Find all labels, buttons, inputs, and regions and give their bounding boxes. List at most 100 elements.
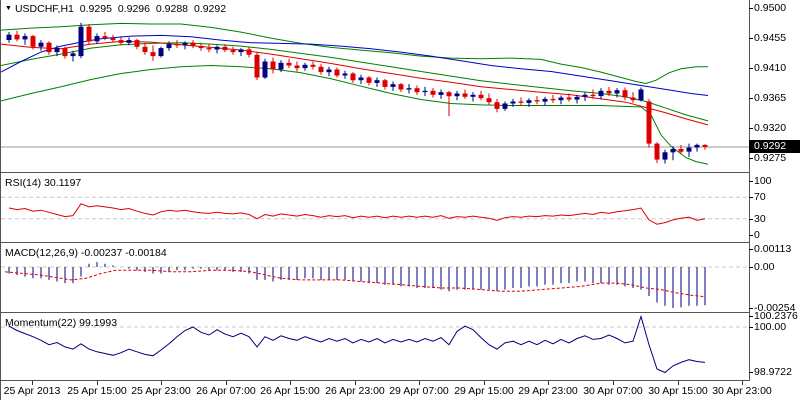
y-axis-label: 100.00 — [754, 321, 787, 333]
time-axis-label: 30 Apr 15:00 — [648, 385, 708, 397]
axis-tick — [749, 197, 753, 198]
axis-tick — [749, 267, 753, 268]
time-axis-label: 26 Apr 23:00 — [325, 385, 385, 397]
y-axis-label: 0.9275 — [754, 152, 787, 164]
candle-body — [358, 77, 364, 81]
y-axis-label: 0.9320 — [754, 122, 787, 134]
macd-panel[interactable] — [1, 243, 749, 313]
axis-tick — [749, 235, 753, 236]
candle-body — [70, 53, 76, 57]
candle-body — [102, 36, 108, 39]
macd-signal-line — [4, 269, 706, 298]
time-axis-label: 29 Apr 07:00 — [389, 385, 449, 397]
candle-body — [350, 73, 356, 81]
y-axis-label: 30 — [754, 213, 766, 225]
candle-body — [662, 152, 668, 160]
candle-body — [30, 36, 36, 47]
rsi-line — [8, 203, 706, 225]
candle-body — [502, 103, 508, 109]
candle-body — [78, 26, 84, 57]
candle-body — [510, 101, 516, 104]
candle-body — [654, 143, 660, 160]
candle-body — [390, 84, 396, 87]
candle-body — [630, 97, 636, 101]
axis-tick — [749, 372, 753, 373]
time-axis-label: 26 Apr 07:00 — [196, 385, 256, 397]
candle-body — [94, 36, 100, 42]
time-axis-tick — [613, 381, 614, 385]
candle-body — [606, 90, 612, 94]
candle-body — [486, 98, 492, 103]
axis-tick — [749, 128, 753, 129]
price-axis-border — [749, 0, 750, 381]
candle-body — [270, 61, 276, 70]
time-axis-label: 29 Apr 23:00 — [518, 385, 578, 397]
momentum-line — [8, 314, 706, 374]
bollinger-middle-line — [1, 42, 709, 122]
time-axis-tick — [32, 381, 33, 385]
candle-body — [374, 80, 380, 83]
candle-body — [590, 94, 596, 97]
candle-body — [694, 144, 700, 148]
candle-body — [550, 98, 556, 101]
candle-body — [334, 69, 340, 76]
time-axis-label: 30 Apr 23:00 — [712, 385, 772, 397]
candle-body — [398, 84, 404, 90]
main-price-panel[interactable] — [1, 0, 749, 173]
candle-body — [430, 90, 436, 95]
candle-body — [526, 100, 532, 103]
candle-body — [174, 44, 180, 46]
candle-body — [142, 46, 148, 53]
time-axis-label: 26 Apr 15:00 — [260, 385, 320, 397]
candle-body — [166, 44, 172, 49]
candle-body — [86, 26, 92, 42]
candle-body — [702, 144, 708, 147]
macd-histogram-layer — [8, 262, 706, 308]
candle-body — [222, 46, 228, 51]
candle-body — [518, 101, 524, 103]
momentum-panel[interactable] — [1, 313, 749, 381]
candle-body — [262, 61, 268, 78]
candle-body — [454, 93, 460, 97]
y-axis-label: 100.2376 — [754, 310, 798, 322]
time-axis-label: 29 Apr 15:00 — [454, 385, 514, 397]
candle-body — [310, 64, 316, 67]
candle-body — [110, 38, 116, 41]
candle-body — [598, 90, 604, 97]
current-price-tag: 0.9292 — [749, 140, 800, 153]
candle-body — [14, 34, 20, 40]
candle-body — [494, 102, 500, 109]
candle-body — [558, 97, 564, 101]
candle-body — [686, 147, 692, 152]
candle-body — [38, 42, 44, 47]
candle-body — [62, 48, 68, 57]
panel-separator — [1, 242, 749, 243]
candles-layer — [6, 22, 708, 164]
axis-tick — [749, 249, 753, 250]
axis-tick — [749, 308, 753, 309]
time-axis-tick — [484, 381, 485, 385]
rsi-panel[interactable] — [1, 173, 749, 243]
symbol-dropdown-icon: ▼ — [5, 5, 12, 12]
y-axis-label: 0.00113 — [754, 243, 792, 255]
y-axis-label: 70 — [754, 191, 766, 203]
candle-body — [470, 94, 476, 97]
panel-separator — [1, 172, 749, 173]
candle-body — [198, 46, 204, 49]
candle-body — [414, 88, 420, 93]
axis-tick — [749, 316, 753, 317]
ma-slow-line — [1, 34, 709, 96]
candle-body — [382, 80, 388, 87]
candle-body — [6, 34, 12, 40]
candle-body — [638, 89, 644, 101]
symbol-period-label: USDCHF,H1 — [14, 3, 74, 15]
time-axis-label: 25 Apr 15:00 — [67, 385, 127, 397]
time-axis-tick — [548, 381, 549, 385]
candle-body — [230, 50, 236, 53]
candle-body — [22, 36, 28, 40]
chart-title: ▼ USDCHF,H1 0.9295 0.9296 0.9288 0.9292 — [5, 3, 229, 15]
axis-tick — [749, 38, 753, 39]
panel-separator — [1, 312, 749, 313]
candle-body — [238, 49, 244, 53]
